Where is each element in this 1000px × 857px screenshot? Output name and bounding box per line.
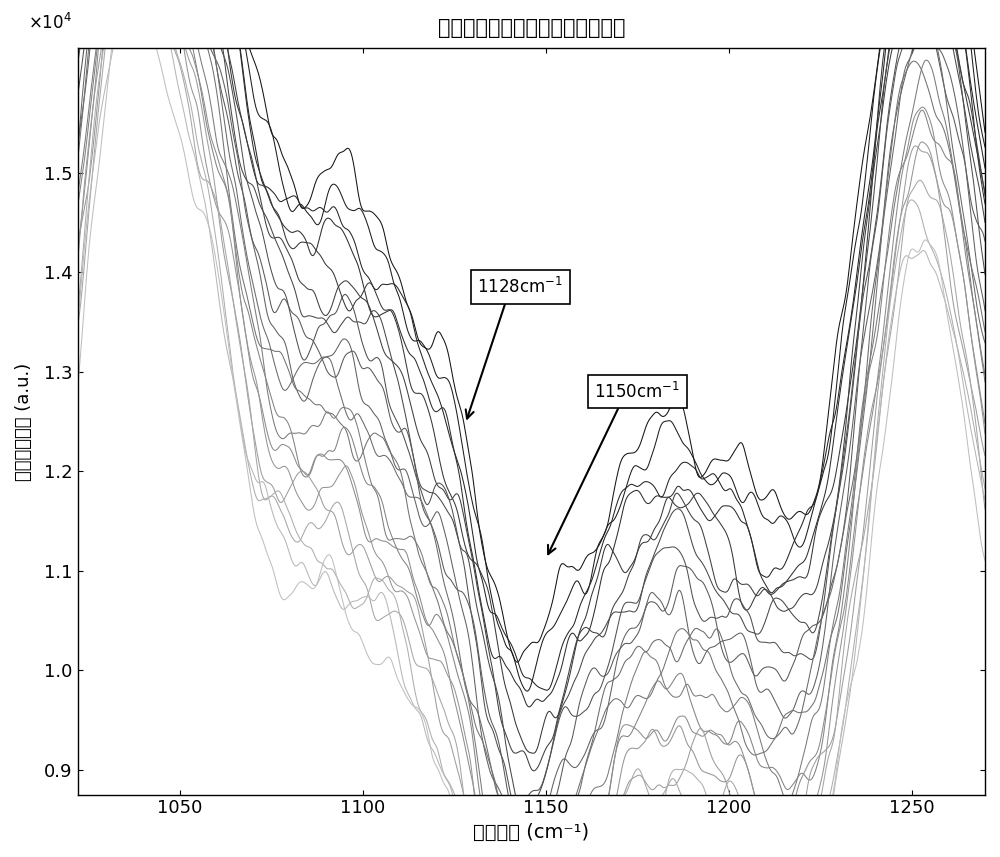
X-axis label: 拉曼位移 (cm⁻¹): 拉曼位移 (cm⁻¹) <box>473 823 589 842</box>
Title: 明胶牛血清葡萄糖混合物拉曼光谱: 明胶牛血清葡萄糖混合物拉曼光谱 <box>438 18 625 39</box>
Y-axis label: 拉曼光谱强度 (a.u.): 拉曼光谱强度 (a.u.) <box>15 363 33 481</box>
Text: 1128cm$^{-1}$: 1128cm$^{-1}$ <box>477 277 563 297</box>
Text: 1150cm$^{-1}$: 1150cm$^{-1}$ <box>594 381 680 402</box>
Text: $\times10^4$: $\times10^4$ <box>28 13 72 33</box>
